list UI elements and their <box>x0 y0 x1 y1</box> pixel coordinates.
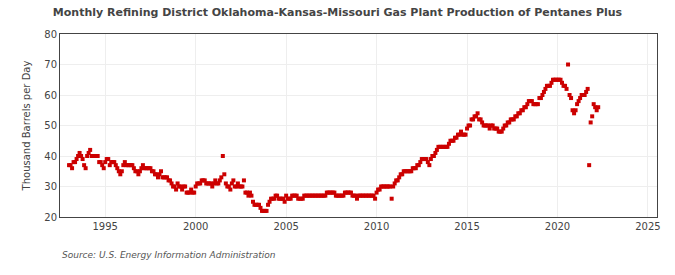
svg-text:2000: 2000 <box>183 221 208 232</box>
svg-text:20: 20 <box>44 212 57 223</box>
svg-text:50: 50 <box>44 120 57 131</box>
svg-text:1995: 1995 <box>93 221 118 232</box>
svg-text:2005: 2005 <box>273 221 298 232</box>
svg-text:70: 70 <box>44 59 57 70</box>
svg-text:Source: U.S. Energy Informatio: Source: U.S. Energy Information Administ… <box>62 250 276 260</box>
svg-text:30: 30 <box>44 181 57 192</box>
svg-text:2015: 2015 <box>454 221 479 232</box>
svg-text:2020: 2020 <box>545 221 570 232</box>
svg-text:2025: 2025 <box>635 221 660 232</box>
svg-text:60: 60 <box>44 90 57 101</box>
svg-text:Monthly Refining District Okla: Monthly Refining District Oklahoma-Kansa… <box>53 6 623 19</box>
svg-text:Thousand Barrels per Day: Thousand Barrels per Day <box>21 61 32 192</box>
svg-text:40: 40 <box>44 151 57 162</box>
svg-text:80: 80 <box>44 29 57 40</box>
svg-text:2010: 2010 <box>364 221 389 232</box>
